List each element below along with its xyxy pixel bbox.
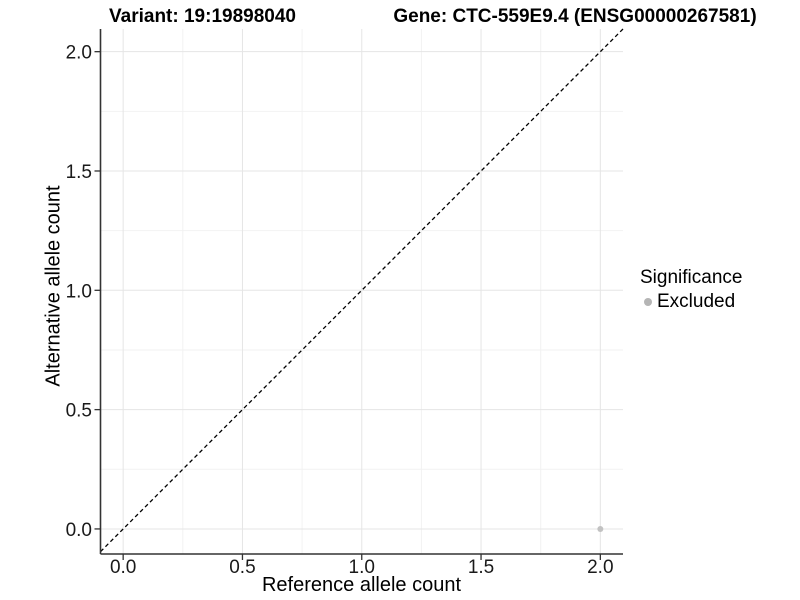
data-point <box>597 525 604 532</box>
x-tick-label: 0.0 <box>110 557 136 578</box>
x-axis-title: Reference allele count <box>261 574 461 596</box>
y-tick-label: 0.0 <box>66 520 92 541</box>
legend-title: Significance <box>640 267 743 288</box>
excluded-point-icon <box>644 298 652 306</box>
legend-item-excluded: Excluded <box>640 291 742 313</box>
gene-title: Gene: CTC-559E9.4 (ENSG00000267581) <box>393 6 757 27</box>
variant-title: Variant: 19:19898040 <box>109 6 296 27</box>
x-tick-label: 0.5 <box>229 557 255 578</box>
y-tick-label: 2.0 <box>66 43 92 64</box>
legend: Significance Excluded <box>640 267 742 313</box>
y-tick-label: 1.5 <box>66 162 92 183</box>
y-tick-label: 1.0 <box>66 281 92 302</box>
legend-item-label: Excluded <box>657 291 736 312</box>
x-tick-label: 2.0 <box>587 557 613 578</box>
y-tick-label: 0.5 <box>66 401 92 422</box>
x-tick-label: 1.0 <box>349 557 375 578</box>
x-tick-label: 1.5 <box>468 557 494 578</box>
